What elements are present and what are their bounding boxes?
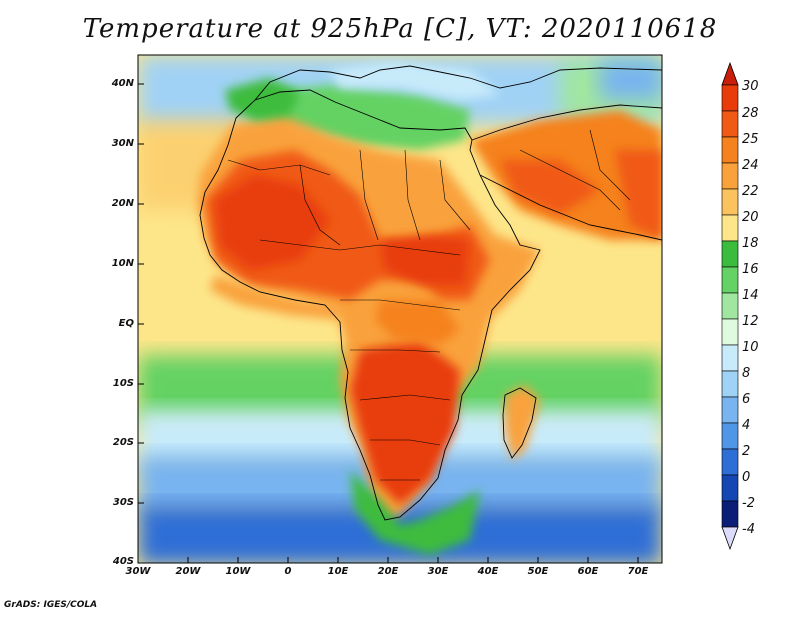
lon-label-60e: 60E: [577, 566, 599, 577]
mediterranean-field: [245, 85, 470, 150]
lon-label-10w: 10W: [225, 566, 251, 577]
lon-label-70e: 70E: [627, 566, 649, 577]
colorbar-swatch: [721, 396, 739, 424]
colorbar-swatch: [721, 448, 739, 476]
lat-label-10n: 10N: [111, 258, 134, 269]
lat-label-30n: 30N: [111, 138, 134, 149]
southern-africa-hot-zone: [350, 340, 460, 505]
colorbar-label: -2: [742, 496, 755, 511]
colorbar-label: 2: [742, 444, 751, 459]
lat-label-40s: 40S: [112, 556, 134, 567]
grads-credit: GrADS: IGES/COLA: [4, 600, 98, 610]
colorbar-label: 0: [742, 470, 751, 485]
colorbar-label: -4: [742, 522, 755, 537]
colorbar-label: 20: [742, 210, 759, 225]
colorbar-top-arrow: [721, 61, 739, 86]
colorbar-label: 28: [742, 106, 759, 121]
colorbar-swatch: [721, 110, 739, 138]
lat-label-30s: 30S: [112, 497, 134, 508]
lon-label-20w: 20W: [175, 566, 201, 577]
colorbar-swatch: [721, 240, 739, 268]
map-frame: [137, 54, 663, 564]
map-title: Temperature at 925hPa [C], VT: 202011061…: [82, 14, 718, 44]
lon-label-50e: 50E: [527, 566, 549, 577]
colorbar-swatch: [721, 266, 739, 294]
colorbar-swatch: [721, 500, 739, 528]
colorbar-bottom-arrow: [721, 526, 739, 551]
colorbar-swatch: [721, 136, 739, 164]
colorbar-label: 14: [742, 288, 759, 303]
colorbar-swatch: [721, 344, 739, 372]
lat-label-40n: 40N: [111, 78, 134, 89]
colorbar-swatch: [721, 318, 739, 346]
colorbar-label: 22: [742, 184, 759, 199]
colorbar: [721, 61, 739, 551]
lon-label-30w: 30W: [125, 566, 151, 577]
country-borders: [227, 129, 631, 481]
colorbar-label: 30: [742, 79, 759, 94]
colorbar-swatch: [721, 188, 739, 216]
colorbar-label: 16: [742, 262, 759, 277]
colorbar-label: 4: [742, 418, 751, 433]
colorbar-label: 8: [742, 366, 751, 381]
colorbar-swatch: [721, 84, 739, 112]
axis-ticks: [138, 83, 639, 563]
madagascar-field: [505, 385, 540, 460]
lon-label-30e: 30E: [427, 566, 449, 577]
lat-label-20s: 20S: [112, 437, 134, 448]
colorbar-label: 10: [742, 340, 759, 355]
colorbar-swatch: [721, 292, 739, 320]
lat-label-eq: EQ: [118, 318, 134, 329]
lon-label-0: 0: [284, 566, 292, 577]
lon-label-40e: 40E: [477, 566, 499, 577]
colorbar-swatch: [721, 474, 739, 502]
colorbar-label: 24: [742, 158, 759, 173]
lat-label-20n: 20N: [111, 198, 134, 209]
colorbar-label: 6: [742, 392, 751, 407]
coastlines: [199, 65, 662, 521]
colorbar-label: 18: [742, 236, 759, 251]
colorbar-swatch: [721, 370, 739, 398]
lon-label-10e: 10E: [327, 566, 349, 577]
colorbar-label: 25: [742, 132, 759, 147]
temperature-field: [138, 55, 662, 563]
colorbar-swatch: [721, 422, 739, 450]
lat-label-10s: 10S: [112, 378, 134, 389]
colorbar-swatch: [721, 162, 739, 190]
colorbar-label: 12: [742, 314, 759, 329]
lon-label-20e: 20E: [377, 566, 399, 577]
colorbar-swatch: [721, 214, 739, 242]
